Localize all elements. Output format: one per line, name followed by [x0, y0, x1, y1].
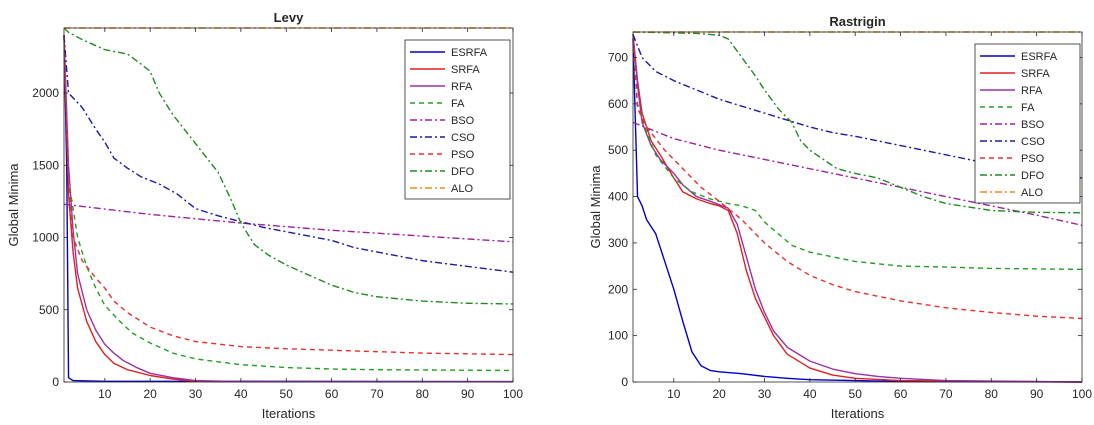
- y-tick-label: 700: [608, 50, 628, 64]
- x-tick-label: 70: [939, 387, 953, 401]
- series-line-rfa: [63, 35, 514, 383]
- series-line-esrfa: [63, 35, 514, 383]
- legend-label-dfo: DFO: [1021, 170, 1045, 182]
- axes-frame: [63, 27, 514, 383]
- x-tick-label: 60: [325, 387, 339, 401]
- series-line-pso: [632, 38, 1083, 320]
- series-line-fa: [63, 35, 514, 372]
- legend-label-alo: ALO: [451, 183, 473, 195]
- x-tick-label: 20: [143, 387, 157, 401]
- legend-label-srfa: SRFA: [451, 64, 480, 76]
- x-tick-label: 40: [234, 387, 248, 401]
- x-tick-label: 10: [667, 387, 681, 401]
- legend-label-dfo: DFO: [451, 166, 475, 178]
- x-axis-label: Iterations: [831, 406, 885, 421]
- legend-box: [404, 39, 511, 200]
- x-tick-label: 50: [280, 387, 294, 401]
- y-tick-label: 400: [608, 190, 628, 204]
- y-tick-label: 1000: [32, 231, 59, 245]
- legend-label-bso: BSO: [451, 115, 475, 127]
- series-line-dfo: [63, 27, 514, 305]
- legend-label-esrfa: ESRFA: [451, 47, 488, 59]
- legend-label-fa: FA: [451, 98, 465, 110]
- y-tick-label: 500: [608, 143, 628, 157]
- x-tick-label: 10: [98, 387, 112, 401]
- y-tick-label: 200: [608, 282, 628, 296]
- legend-label-pso: PSO: [451, 149, 475, 161]
- x-tick-label: 70: [370, 387, 384, 401]
- legend: ESRFA SRFA RFA FA BSO CSO PSO DFO ALO: [974, 43, 1081, 204]
- x-axis-label: Iterations: [262, 406, 316, 421]
- y-tick-label: 2000: [32, 86, 59, 100]
- y-tick-label: 100: [608, 329, 628, 343]
- x-tick-label: 90: [1030, 387, 1044, 401]
- series-line-bso: [632, 121, 1083, 226]
- legend-label-alo: ALO: [1021, 187, 1043, 199]
- legend-label-rfa: RFA: [1021, 85, 1043, 97]
- y-tick-label: 300: [608, 236, 628, 250]
- y-tick-label: 1500: [32, 158, 59, 172]
- x-tick-label: 30: [758, 387, 772, 401]
- y-tick-label: 0: [52, 375, 59, 389]
- legend-label-srfa: SRFA: [1021, 68, 1050, 80]
- chart-0: 10 20 30 40 50 60 70 80 90 1000500100015002000Lev…: [6, 10, 523, 421]
- series-line-rfa: [632, 34, 1083, 383]
- legend-label-fa: FA: [1021, 102, 1035, 114]
- x-tick-label: 80: [416, 387, 430, 401]
- legend-label-esrfa: ESRFA: [1021, 51, 1058, 63]
- y-axis-label: Global Minima: [588, 165, 603, 249]
- y-tick-label: 600: [608, 97, 628, 111]
- x-tick-label: 60: [894, 387, 908, 401]
- series-line-srfa: [632, 34, 1083, 383]
- legend: ESRFA SRFA RFA FA BSO CSO PSO DFO ALO: [404, 39, 511, 200]
- y-axis-label: Global Minima: [6, 163, 21, 247]
- series-line-fa: [632, 38, 1083, 271]
- x-tick-label: 100: [1072, 387, 1092, 401]
- chart-title: Levy: [274, 10, 304, 25]
- chart-1: 10 20 30 40 50 60 70 80 90 100 0 100 200 300 400 500 600…: [588, 14, 1092, 421]
- x-tick-label: 40: [803, 387, 817, 401]
- legend-label-pso: PSO: [1021, 153, 1045, 165]
- chart-title: Rastrigin: [829, 14, 885, 29]
- legend-box: [974, 43, 1081, 204]
- x-tick-label: 20: [712, 387, 726, 401]
- x-tick-label: 50: [849, 387, 863, 401]
- x-tick-label: 80: [985, 387, 999, 401]
- x-tick-label: 100: [503, 387, 523, 401]
- x-tick-label: 30: [189, 387, 203, 401]
- x-tick-label: 90: [461, 387, 475, 401]
- legend-label-bso: BSO: [1021, 119, 1045, 131]
- legend-label-cso: CSO: [1021, 136, 1045, 148]
- legend-label-rfa: RFA: [451, 81, 473, 93]
- y-tick-label: 500: [39, 303, 59, 317]
- legend-label-cso: CSO: [451, 132, 475, 144]
- series-line-srfa: [63, 35, 514, 383]
- series-line-pso: [63, 35, 514, 356]
- y-tick-label: 0: [621, 375, 628, 389]
- axes-frame: [632, 31, 1083, 383]
